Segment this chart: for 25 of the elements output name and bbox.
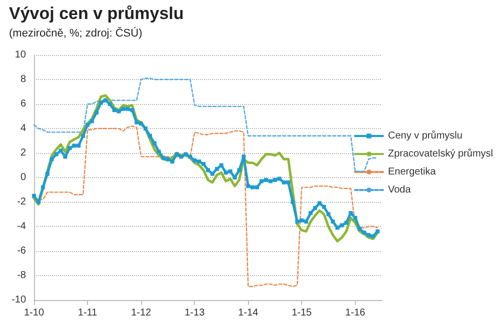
x-tick-label: 1-15: [292, 308, 312, 318]
chart-subtitle: (meziročně, %; zdroj: ČSÚ): [9, 26, 142, 40]
y-tick-label: -6: [17, 246, 26, 256]
y-tick-label: 10: [14, 50, 26, 60]
y-tick-label: 4: [20, 123, 26, 134]
y-tick-label: 0: [20, 172, 26, 183]
y-tick-label: -10: [12, 294, 26, 306]
y-tick-label: 6: [20, 98, 26, 110]
x-tick-label: 1-10: [24, 308, 44, 318]
line-series: [33, 78, 378, 172]
x-tick-label: 1-13: [184, 308, 206, 318]
y-tick-label: 8: [20, 74, 26, 85]
legend-label: Energetika: [388, 166, 436, 178]
y-tick-label: -4: [17, 221, 26, 232]
legend-label: Ceny v průmyslu: [388, 130, 462, 142]
y-tick-label: -8: [17, 270, 26, 281]
x-tick-label: 1-16: [345, 308, 366, 318]
x-tick-label: 1-14: [238, 308, 259, 318]
y-tick-label: 2: [20, 148, 26, 158]
legend-label: Zpracovatelský průmysl: [388, 148, 493, 160]
y-tick-label: -2: [17, 196, 26, 208]
x-tick-label: 1-12: [131, 308, 152, 318]
legend-label: Voda: [388, 184, 412, 196]
x-tick-label: 1-11: [78, 308, 98, 318]
chart-title: Vývoj cen v průmyslu: [9, 4, 184, 23]
